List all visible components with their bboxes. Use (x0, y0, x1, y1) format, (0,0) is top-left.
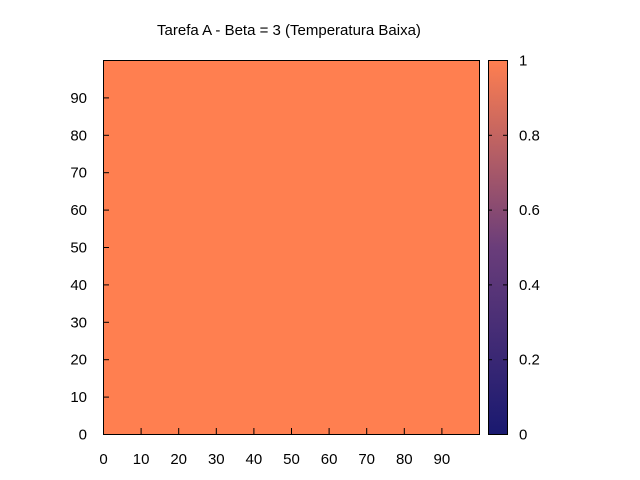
x-tick-label: 30 (208, 451, 225, 468)
colorbar-tick-label: 0 (519, 427, 527, 444)
y-tick-label: 70 (70, 165, 87, 182)
x-tick-label: 10 (133, 451, 150, 468)
y-tick-label: 50 (70, 240, 87, 257)
x-tick-label: 90 (434, 451, 451, 468)
y-tick-label: 60 (70, 202, 87, 219)
colorbar-tick-label: 0.6 (519, 202, 540, 219)
x-tick-label: 50 (283, 451, 300, 468)
colorbar-tick-label: 0.4 (519, 277, 540, 294)
x-tick-label: 60 (321, 451, 338, 468)
y-tick-label: 10 (70, 389, 87, 406)
y-tick-label: 20 (70, 352, 87, 369)
x-tick-label: 40 (246, 451, 263, 468)
x-tick-label: 70 (358, 451, 375, 468)
y-tick-label: 80 (70, 127, 87, 144)
y-tick-label: 40 (70, 277, 87, 294)
y-axis: 0 10 20 30 40 50 60 70 80 90 (70, 90, 109, 444)
y-tick-label: 90 (70, 90, 87, 107)
x-tick-label: 20 (170, 451, 187, 468)
colorbar-axis: 0 0.2 0.4 0.6 0.8 1 (488, 53, 540, 444)
x-tick-label: 0 (99, 451, 107, 468)
colorbar-tick-label: 1 (519, 53, 527, 70)
x-axis: 0 10 20 30 40 50 60 70 80 90 (99, 428, 450, 468)
chart-title: Tarefa A - Beta = 3 (Temperatura Baixa) (157, 22, 421, 39)
x-tick-label: 80 (396, 451, 413, 468)
y-tick-label: 30 (70, 314, 87, 331)
y-tick-label: 0 (79, 427, 87, 444)
colorbar-tick-label: 0.2 (519, 352, 540, 369)
colorbar (488, 60, 508, 435)
colorbar-tick-label: 0.8 (519, 127, 540, 144)
heatmap-area (103, 60, 480, 435)
